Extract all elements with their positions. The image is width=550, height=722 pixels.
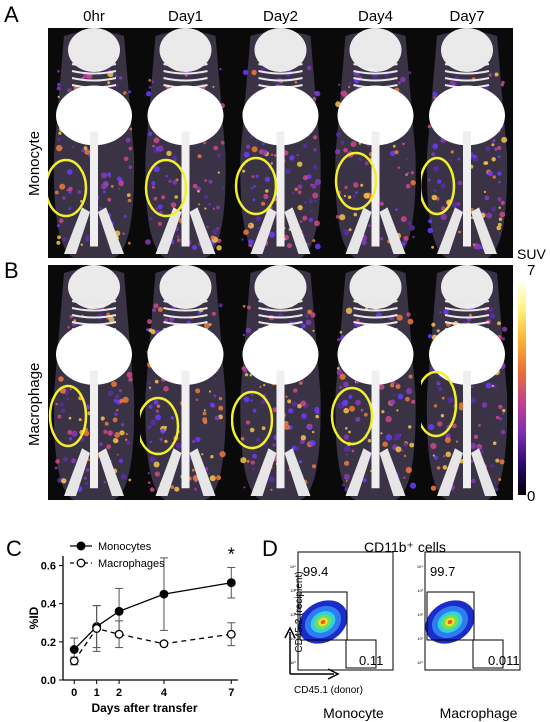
flow-cytometry-plots: 10⁰ 10¹ 10² 10³ 10⁴ 99.4 0.11 Monocyte 10⁰ 10¹ 10²… bbox=[284, 551, 521, 721]
flow-axis-tick: 10² bbox=[417, 612, 423, 617]
data-point bbox=[159, 589, 169, 599]
flow-axis-tick: 10³ bbox=[417, 588, 423, 593]
gate-value-donor: 0.011 bbox=[488, 653, 520, 668]
timepoint-label-2: Day2 bbox=[262, 8, 299, 25]
flow-title: CD11b⁺ cells bbox=[364, 539, 446, 555]
biodistribution-chart: 0.0 0.2 0.4 0.6 0 1 2 4 7 %ID Days after transfer M… bbox=[27, 541, 238, 715]
row-label-monocyte: Monocyte bbox=[26, 130, 43, 196]
gate-value-recipient: 99.4 bbox=[303, 564, 328, 579]
roi-oval bbox=[231, 390, 274, 450]
data-point bbox=[92, 624, 102, 633]
pet-image-monocyte-1 bbox=[140, 28, 231, 258]
x-tick-label: 4 bbox=[161, 687, 168, 699]
roi-oval bbox=[140, 396, 180, 456]
suv-colorbar bbox=[518, 279, 526, 495]
panel-label-c: C bbox=[6, 536, 22, 561]
suv-colorbar-min: 0 bbox=[527, 488, 536, 505]
x-arrowhead bbox=[327, 668, 340, 680]
pet-image-macrophage-4 bbox=[421, 265, 513, 500]
suv-colorbar-title: SUV bbox=[517, 246, 546, 262]
roi-oval bbox=[334, 151, 378, 211]
y-tick-label: 0.2 bbox=[41, 637, 56, 649]
data-point bbox=[114, 629, 124, 639]
y-tick-label: 0.4 bbox=[41, 599, 57, 611]
x-tick-label: 7 bbox=[228, 687, 234, 699]
roi-oval bbox=[421, 370, 458, 438]
legend-label: Macrophages bbox=[98, 558, 165, 570]
flow-density-0 bbox=[298, 600, 348, 644]
data-point bbox=[226, 629, 236, 639]
suv-colorbar-max: 7 bbox=[527, 262, 536, 279]
timepoint-label-4: Day7 bbox=[449, 8, 485, 25]
timepoint-label-0: 0hr bbox=[83, 8, 105, 25]
panel-label-b: B bbox=[4, 258, 19, 283]
data-point bbox=[69, 656, 79, 666]
gate-donor bbox=[472, 639, 504, 669]
roi-oval bbox=[421, 156, 456, 216]
flow-x-label: CD45.1 (donor) bbox=[294, 685, 363, 696]
significance-asterisk: * bbox=[228, 545, 235, 565]
panel-label-d: D bbox=[262, 536, 278, 561]
y-tick-label: 0.0 bbox=[41, 675, 56, 687]
gate-recipient bbox=[426, 591, 475, 641]
flow-axis-tick: 10² bbox=[290, 612, 296, 617]
pet-image-monocyte-3 bbox=[330, 28, 421, 258]
legend-marker bbox=[76, 541, 86, 551]
y-tick-label: 0.6 bbox=[41, 561, 56, 573]
flow-axis-tick: 10³ bbox=[290, 588, 296, 593]
data-point bbox=[226, 578, 236, 588]
flow-axis-tick: 10⁰ bbox=[417, 660, 423, 665]
series-line-0 bbox=[73, 582, 232, 650]
gate-donor bbox=[345, 639, 377, 669]
flow-axis-tick: 10¹ bbox=[290, 636, 296, 641]
roi-oval bbox=[48, 384, 88, 448]
timepoint-label-1: Day1 bbox=[167, 8, 204, 25]
x-axis-label: Days after transfer bbox=[91, 701, 197, 715]
pet-image-macrophage-1 bbox=[140, 265, 231, 500]
data-point bbox=[114, 606, 124, 616]
flow-axis-tick: 10¹ bbox=[417, 636, 423, 641]
roi-oval bbox=[330, 386, 374, 446]
gate-value-donor: 0.11 bbox=[359, 653, 383, 668]
gate-value-recipient: 99.7 bbox=[430, 564, 455, 579]
panel-label-a: A bbox=[4, 2, 19, 27]
x-tick-label: 0 bbox=[71, 687, 77, 699]
y-axis-label: %ID bbox=[27, 606, 41, 629]
y-arrowhead bbox=[284, 626, 296, 639]
pet-image-monocyte-0 bbox=[48, 28, 140, 258]
pet-image-monocyte-4 bbox=[421, 28, 513, 258]
flow-axis-tick: 10⁴ bbox=[417, 564, 423, 569]
roi-oval bbox=[144, 158, 188, 218]
pet-image-macrophage-3 bbox=[330, 265, 421, 500]
pet-image-monocyte-2 bbox=[231, 28, 330, 258]
roi-oval bbox=[234, 156, 278, 216]
data-point bbox=[159, 639, 169, 649]
flow-plot-label-0: Monocyte bbox=[323, 705, 384, 721]
legend-marker bbox=[76, 558, 86, 568]
gate-recipient bbox=[299, 591, 348, 641]
flow-axis-tick: 10⁰ bbox=[290, 660, 296, 665]
x-tick-label: 2 bbox=[116, 687, 122, 699]
series-line-1 bbox=[73, 627, 232, 662]
flow-y-label: CD45.2 (recipient) bbox=[294, 571, 305, 652]
timepoint-label-3: Day4 bbox=[357, 8, 394, 25]
data-point bbox=[69, 645, 79, 654]
pet-image-macrophage-0 bbox=[48, 265, 140, 500]
roi-oval bbox=[48, 158, 88, 218]
pet-image-macrophage-2 bbox=[231, 265, 330, 500]
row-label-macrophage: Macrophage bbox=[26, 362, 43, 446]
legend-label: Monocytes bbox=[98, 541, 152, 553]
x-tick-label: 1 bbox=[94, 687, 100, 699]
flow-axis-tick: 10⁴ bbox=[290, 564, 296, 569]
flow-density-1 bbox=[425, 600, 475, 644]
flow-plot-label-1: Macrophage bbox=[440, 705, 518, 721]
